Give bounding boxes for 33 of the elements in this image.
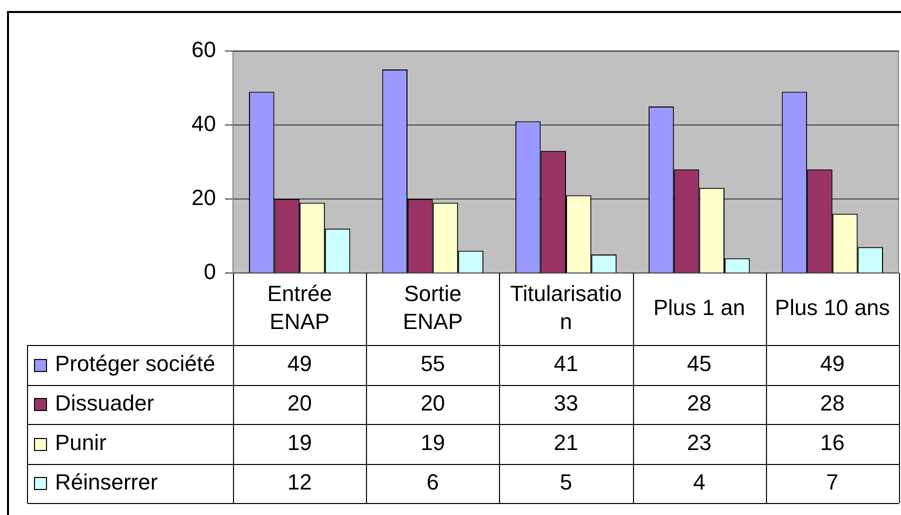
data-label: 28 [686,390,712,416]
data-label: 12 [287,469,312,494]
data-label: 6 [426,469,439,494]
data-label: 33 [554,390,578,416]
data-label: 4 [693,469,706,494]
data-label: 28 [820,390,845,416]
legend-label: Dissuader [55,390,154,416]
x-tick-label: Plus 1 an [653,295,746,320]
y-tick-label: 40 [192,111,216,136]
data-label: 45 [686,350,712,376]
x-tick-label: Plus 10 ans [774,295,890,320]
data-label: 7 [826,469,839,494]
y-tick-label: 60 [192,37,216,62]
legend-label: Punir [55,430,106,455]
legend-label: Réinserrer [55,469,158,494]
x-tick-label: Sortie ENAP [402,281,463,334]
data-label: 20 [287,390,312,416]
data-label: 55 [420,350,446,376]
x-tick-label: Titularisation [510,281,622,334]
data-label: 23 [686,430,712,455]
y-tick-label: 0 [204,259,216,284]
data-label: 5 [560,469,572,494]
x-tick-label: Entrée ENAP [267,281,332,334]
data-label: 16 [820,430,845,455]
data-label: 49 [820,350,845,376]
data-label: 49 [287,350,312,376]
data-label: 19 [287,430,312,455]
data-label: 19 [420,430,446,455]
y-tick-label: 20 [192,185,216,210]
data-label: 41 [554,350,578,376]
legend-label: Protéger société [55,350,216,376]
data-label: 20 [420,390,446,416]
data-label: 21 [554,430,578,455]
